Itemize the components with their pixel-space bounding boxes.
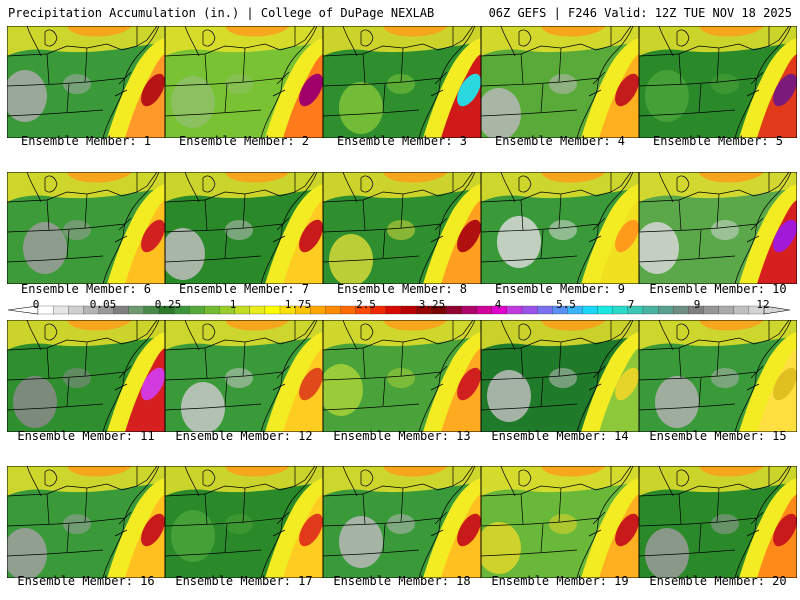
color-scale-bar [7,305,791,315]
ensemble-member-label: Ensemble Member: 5 [652,134,784,148]
ensemble-member-label: Ensemble Member: 10 [649,282,787,296]
color-scale-tick-label: 2.5 [356,298,376,311]
color-scale-tick-label: 5.5 [556,298,576,311]
chart-title: Precipitation Accumulation (in.) | Colle… [8,6,435,20]
precip-map-panel [481,172,639,284]
color-scale-swatch [461,305,478,315]
precip-map-panel [639,320,797,432]
color-scale-swatch [385,305,402,315]
ensemble-member-label: Ensemble Member: 12 [175,429,313,443]
color-scale-swatch [52,305,69,315]
color-scale-tick-label: 0 [32,298,40,311]
color-scale-swatch [718,305,735,315]
precip-map-panel [7,26,165,138]
precip-map-panel [639,172,797,284]
color-scale-swatch [612,305,629,315]
color-scale-swatch [310,305,326,315]
ensemble-member-label: Ensemble Member: 19 [491,574,629,588]
run-valid-time: 06Z GEFS | F246 Valid: 12Z TUE NOV 18 20… [488,6,792,20]
color-scale-swatch [642,305,659,315]
ensemble-member-label: Ensemble Member: 3 [336,134,468,148]
precip-map-panel [639,26,797,138]
ensemble-member-label: Ensemble Member: 2 [178,134,310,148]
ensemble-member-label: Ensemble Member: 17 [175,574,313,588]
ensemble-member-label: Ensemble Member: 11 [17,429,155,443]
color-scale-tick-label: 1 [229,298,237,311]
precip-map-panel [481,466,639,578]
color-scale-swatch [400,305,417,315]
ensemble-member-label: Ensemble Member: 4 [494,134,626,148]
precip-map-panel [7,320,165,432]
color-scale-tick-label: 12 [756,298,770,311]
color-scale-swatch [703,305,720,315]
ensemble-member-label: Ensemble Member: 9 [494,282,626,296]
color-scale-swatch [446,305,462,315]
precip-map-panel [481,320,639,432]
precip-map-panel [323,320,481,432]
precip-map-panel [165,320,323,432]
ensemble-member-label: Ensemble Member: 13 [333,429,471,443]
ensemble-member-label: Ensemble Member: 8 [336,282,468,296]
color-scale-swatch [68,305,84,315]
ensemble-member-label: Ensemble Member: 20 [649,574,787,588]
precip-map-panel [323,466,481,578]
ensemble-member-label: Ensemble Member: 1 [20,134,152,148]
color-scale-swatch [657,305,674,315]
precip-map-panel [323,172,481,284]
color-scale-swatch [733,305,750,315]
color-scale-swatch [264,305,281,315]
color-scale-swatch [234,305,251,315]
color-scale-swatch [128,305,145,315]
color-scale-swatch [673,305,689,315]
color-scale-swatch [325,305,341,315]
color-scale-swatch [189,305,205,315]
color-scale-swatch [37,305,54,315]
color-scale-tick-label: 7 [627,298,635,311]
color-scale-swatch [506,305,523,315]
color-scale-swatch [521,305,538,315]
color-scale-tick-label: 3.25 [418,298,446,311]
color-scale-swatch [340,305,357,315]
color-scale-tick-label: 1.75 [284,298,312,311]
color-scale-tick-label: 0.25 [154,298,182,311]
ensemble-member-label: Ensemble Member: 14 [491,429,629,443]
precip-map-panel [7,466,165,578]
color-scale-tick-label: 4 [494,298,502,311]
color-scale-swatch [249,305,266,315]
ensemble-member-label: Ensemble Member: 18 [333,574,471,588]
ensemble-member-label: Ensemble Member: 15 [649,429,787,443]
ensemble-member-label: Ensemble Member: 16 [17,574,155,588]
ensemble-member-label: Ensemble Member: 7 [178,282,310,296]
precip-map-panel [481,26,639,138]
color-scale-swatch [204,305,220,315]
precip-map-panel [165,466,323,578]
precip-map-panel [7,172,165,284]
precip-map-panel [639,466,797,578]
color-scale-swatch [597,305,614,315]
precip-map-panel [165,26,323,138]
color-scale-tick-label: 0.05 [89,298,117,311]
precip-map-panel [165,172,323,284]
color-scale-swatch [536,305,553,315]
color-scale-swatch [582,305,599,315]
ensemble-member-label: Ensemble Member: 6 [20,282,152,296]
precip-map-panel [323,26,481,138]
color-scale-tick-label: 9 [693,298,701,311]
color-scale-swatch [476,305,493,315]
